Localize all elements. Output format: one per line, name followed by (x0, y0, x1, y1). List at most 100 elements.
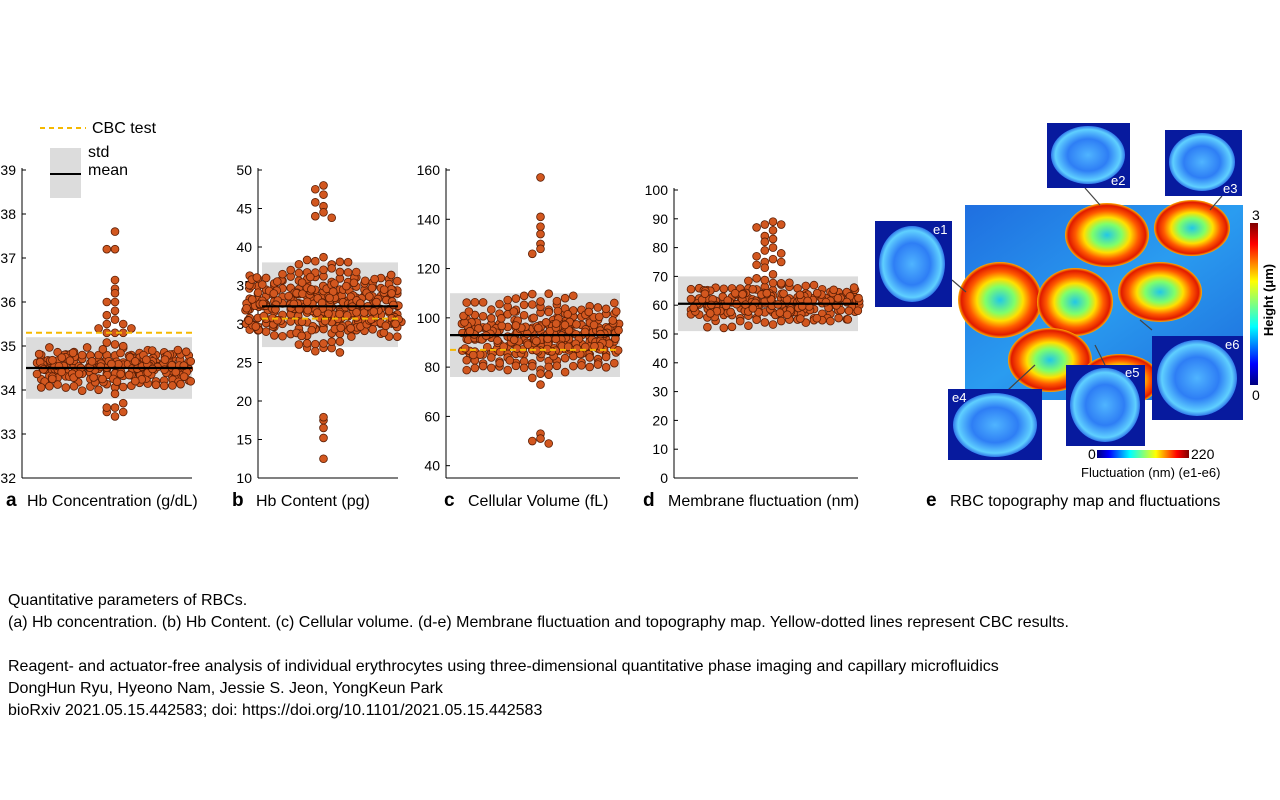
data-point (335, 337, 345, 346)
data-point (577, 361, 586, 370)
data-point (551, 319, 561, 328)
data-point (760, 246, 770, 255)
data-point (116, 369, 125, 379)
data-point (324, 309, 333, 319)
data-point (130, 357, 140, 366)
y-tick-label: 140 (417, 211, 441, 227)
data-point (601, 304, 611, 314)
data-point (286, 265, 296, 275)
data-point (110, 340, 120, 349)
data-point (534, 323, 543, 333)
data-point (585, 362, 594, 372)
height-min-label: 0 (1252, 387, 1260, 403)
data-point (609, 298, 619, 308)
svg-text:e4: e4 (952, 390, 966, 405)
data-point (151, 380, 161, 390)
panel-title-c: Cellular Volume (fL) (468, 493, 609, 510)
y-tick-label: 38 (0, 206, 16, 222)
panel-d: 0 10 20 30 40 50 60 70 80 90 100 d Membrane fluctuat… (643, 182, 864, 511)
data-point (601, 352, 611, 362)
data-point (796, 314, 805, 323)
data-point (560, 320, 570, 330)
data-point (386, 270, 396, 280)
data-point (110, 227, 120, 236)
data-point (589, 320, 599, 330)
panel-title-b: Hb Content (pg) (256, 493, 370, 510)
svg-text:e3: e3 (1223, 181, 1237, 196)
paper-citation: bioRxiv 2021.05.15.442583; doi: https://… (8, 702, 543, 719)
y-tick-label: 34 (0, 382, 16, 398)
y-tick-label: 100 (417, 310, 441, 326)
svg-text:e6: e6 (1225, 337, 1239, 352)
data-point (379, 285, 389, 294)
data-point (251, 322, 261, 331)
height-max-label: 3 (1252, 207, 1260, 223)
data-point (294, 340, 304, 349)
data-point (560, 353, 570, 363)
data-point (854, 293, 863, 303)
data-point (536, 212, 545, 222)
panel-b: 101520253035404550bHb Content (pg) (232, 162, 406, 511)
data-point (110, 306, 120, 316)
data-point (568, 361, 578, 371)
data-point (110, 412, 120, 421)
y-tick-label: 39 (0, 162, 16, 178)
data-point (77, 350, 87, 360)
data-point (768, 217, 778, 226)
data-point (853, 306, 863, 316)
inset-e3: e3 (1165, 130, 1242, 196)
data-point (307, 285, 316, 294)
data-point (102, 310, 112, 320)
data-point (776, 220, 786, 229)
data-point (744, 321, 753, 330)
data-point (347, 332, 356, 341)
data-point (312, 308, 322, 317)
data-point (57, 367, 66, 377)
data-point (462, 355, 472, 365)
svg-text:e2: e2 (1111, 173, 1125, 188)
data-point (34, 349, 44, 359)
data-point (392, 332, 402, 341)
data-point (74, 369, 84, 379)
data-point (762, 288, 772, 298)
y-tick-label: 80 (652, 240, 668, 256)
data-point (760, 318, 770, 327)
data-point (389, 300, 398, 310)
data-point (470, 297, 480, 307)
caption-heading: Quantitative parameters of RBCs. (8, 592, 248, 609)
data-point (173, 345, 183, 355)
data-point (335, 348, 345, 357)
data-point (735, 316, 745, 326)
figure: CBC test std mean 32 33 34 35 36 37 38 39 a Hb Co… (0, 120, 1276, 511)
rbc-cell (1037, 268, 1113, 336)
data-point (464, 307, 474, 316)
y-tick-label: 50 (236, 162, 252, 178)
height-colorbar (1250, 223, 1258, 385)
data-point (460, 344, 470, 353)
data-point (527, 300, 537, 309)
data-point (118, 407, 128, 417)
y-tick-label: 10 (652, 441, 668, 457)
data-point (53, 380, 62, 389)
panel-title-d: Membrane fluctuation (nm) (668, 493, 859, 510)
data-point (768, 254, 778, 264)
data-point (284, 291, 293, 301)
y-tick-label: 25 (236, 355, 252, 371)
data-point (809, 280, 819, 290)
data-point (118, 319, 128, 329)
svg-text:e5: e5 (1125, 365, 1139, 380)
data-point (752, 251, 761, 261)
data-point (594, 312, 604, 322)
fluct-min-label: 0 (1088, 446, 1096, 462)
data-point (181, 347, 191, 357)
data-point (519, 363, 529, 373)
data-point (730, 288, 740, 298)
data-point (768, 226, 778, 235)
data-point (160, 355, 170, 364)
data-point (707, 300, 716, 310)
data-point (801, 281, 811, 291)
data-point (512, 344, 522, 353)
data-point (821, 297, 831, 307)
data-point (45, 381, 54, 391)
data-point (551, 334, 561, 344)
